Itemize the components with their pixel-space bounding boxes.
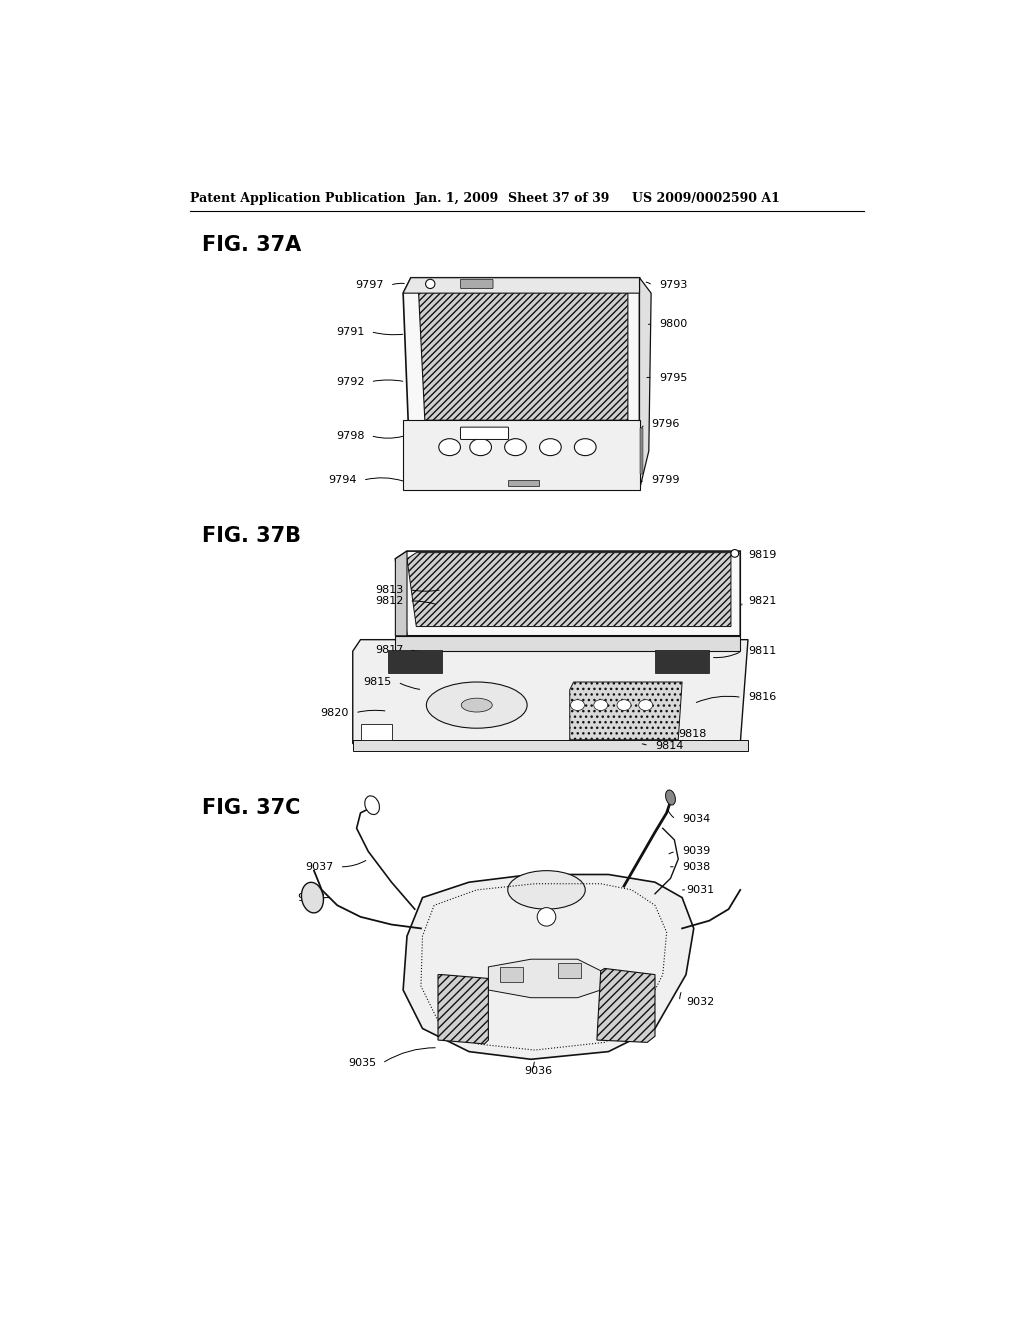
Text: 9815: 9815 (364, 677, 391, 686)
Text: 9811: 9811 (748, 647, 776, 656)
Polygon shape (352, 739, 748, 751)
Polygon shape (438, 974, 488, 1044)
Text: 9812: 9812 (375, 597, 403, 606)
Text: 9793: 9793 (658, 280, 687, 290)
Polygon shape (403, 277, 640, 293)
Bar (508, 480, 539, 486)
Text: 9039: 9039 (682, 846, 711, 857)
FancyBboxPatch shape (461, 428, 509, 440)
Ellipse shape (617, 700, 631, 710)
Polygon shape (569, 682, 682, 739)
Ellipse shape (438, 438, 461, 455)
Polygon shape (395, 552, 740, 636)
Polygon shape (403, 874, 693, 1059)
Polygon shape (395, 552, 407, 636)
Circle shape (426, 280, 435, 289)
Text: 9036: 9036 (524, 1065, 553, 1076)
Ellipse shape (505, 438, 526, 455)
Ellipse shape (540, 438, 561, 455)
Bar (640, 428, 643, 474)
Polygon shape (395, 636, 740, 651)
Bar (655, 649, 710, 673)
Text: 9795: 9795 (658, 372, 687, 383)
Bar (388, 649, 442, 673)
Text: 9033: 9033 (298, 892, 326, 903)
Polygon shape (640, 277, 651, 490)
Text: 9800: 9800 (658, 319, 687, 329)
Polygon shape (419, 285, 628, 420)
Text: 9798: 9798 (336, 430, 365, 441)
Text: 9794: 9794 (328, 475, 356, 486)
Polygon shape (403, 277, 640, 490)
FancyBboxPatch shape (461, 280, 493, 289)
Ellipse shape (470, 438, 492, 455)
Ellipse shape (365, 796, 380, 814)
Text: 9796: 9796 (651, 418, 680, 429)
Polygon shape (403, 420, 640, 490)
Ellipse shape (666, 789, 676, 805)
Ellipse shape (426, 682, 527, 729)
Ellipse shape (639, 700, 652, 710)
Text: 9035: 9035 (348, 1059, 376, 1068)
Circle shape (731, 549, 738, 557)
Text: 9816: 9816 (748, 693, 776, 702)
Polygon shape (407, 553, 731, 627)
Bar (558, 964, 582, 978)
Bar (360, 725, 391, 739)
Bar (500, 966, 523, 982)
Text: 9797: 9797 (355, 280, 384, 290)
Ellipse shape (461, 698, 493, 711)
Text: FIG. 37B: FIG. 37B (202, 527, 301, 546)
Text: 9034: 9034 (682, 814, 711, 824)
Ellipse shape (574, 438, 596, 455)
Text: Sheet 37 of 39: Sheet 37 of 39 (508, 191, 609, 205)
Text: 9814: 9814 (655, 741, 683, 751)
Text: US 2009/0002590 A1: US 2009/0002590 A1 (632, 191, 779, 205)
Text: 9791: 9791 (336, 326, 365, 337)
Text: 9037: 9037 (305, 862, 334, 871)
Text: Jan. 1, 2009: Jan. 1, 2009 (415, 191, 499, 205)
Text: 9032: 9032 (686, 997, 715, 1007)
Text: 9799: 9799 (651, 475, 680, 486)
Text: FIG. 37C: FIG. 37C (202, 797, 300, 817)
Polygon shape (488, 960, 601, 998)
Text: 9818: 9818 (678, 730, 707, 739)
Text: 9821: 9821 (748, 597, 776, 606)
Ellipse shape (594, 700, 607, 710)
Text: 9817: 9817 (375, 644, 403, 655)
Text: 9038: 9038 (682, 862, 711, 871)
Text: 9820: 9820 (321, 708, 349, 718)
Ellipse shape (301, 882, 324, 913)
Polygon shape (597, 969, 655, 1043)
Text: 9813: 9813 (375, 585, 403, 594)
Text: 9031: 9031 (686, 884, 714, 895)
Text: FIG. 37A: FIG. 37A (202, 235, 301, 255)
Ellipse shape (570, 700, 585, 710)
Ellipse shape (508, 871, 586, 909)
Text: 9819: 9819 (748, 550, 776, 560)
Text: Patent Application Publication: Patent Application Publication (190, 191, 406, 205)
Circle shape (538, 908, 556, 927)
Polygon shape (352, 640, 748, 743)
Text: 9792: 9792 (336, 376, 365, 387)
